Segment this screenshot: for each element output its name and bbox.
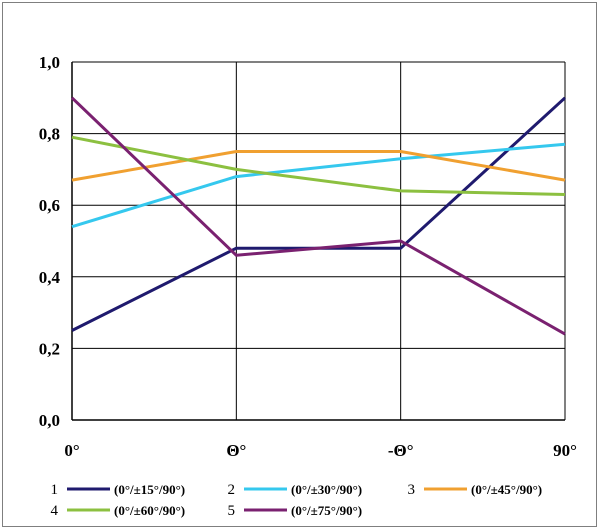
legend-number: 5 (228, 503, 236, 519)
y-tick-label: 0,6 (39, 196, 60, 215)
chart-frame (2, 2, 597, 527)
x-tick-label: 90° (553, 441, 577, 460)
legend-number: 4 (51, 503, 59, 519)
series-line-1 (71, 96, 567, 332)
legend-label: (0°/±75°/90°) (291, 503, 362, 518)
legend-number: 2 (228, 482, 236, 498)
x-tick-labels: 0° Θ° -Θ° 90° (64, 441, 577, 460)
y-tick-label: 0,0 (39, 411, 60, 430)
legend-label: (0°/±30°/90°) (291, 482, 362, 497)
y-tick-label: 0,4 (39, 268, 61, 287)
series-line-2 (71, 142, 566, 229)
y-tick-label: 0,2 (39, 339, 60, 358)
grid-lines (72, 61, 566, 420)
y-tick-label: 0,8 (39, 125, 60, 144)
series-line-4 (71, 135, 566, 196)
x-tick-label: -Θ° (388, 441, 414, 460)
legend-number: 3 (408, 482, 416, 498)
legend-label: (0°/±45°/90°) (471, 482, 542, 497)
x-tick-label: 0° (64, 441, 79, 460)
series-line-3 (71, 150, 566, 182)
axes (71, 62, 565, 421)
series-lines (70, 96, 567, 336)
legend-label: (0°/±60°/90°) (114, 503, 185, 518)
legend-number: 1 (51, 482, 59, 498)
y-tick-label: 1,0 (39, 53, 60, 72)
series-line-5 (70, 96, 566, 336)
legend: 1 (0°/±15°/90°) 2 (0°/±30°/90°) 3 (0°/±45°/90… (51, 482, 543, 519)
y-tick-labels: 0,0 0,2 0,4 0,6 0,8 1,0 (39, 53, 61, 430)
legend-label: (0°/±15°/90°) (114, 482, 185, 497)
x-tick-label: Θ° (226, 441, 246, 460)
